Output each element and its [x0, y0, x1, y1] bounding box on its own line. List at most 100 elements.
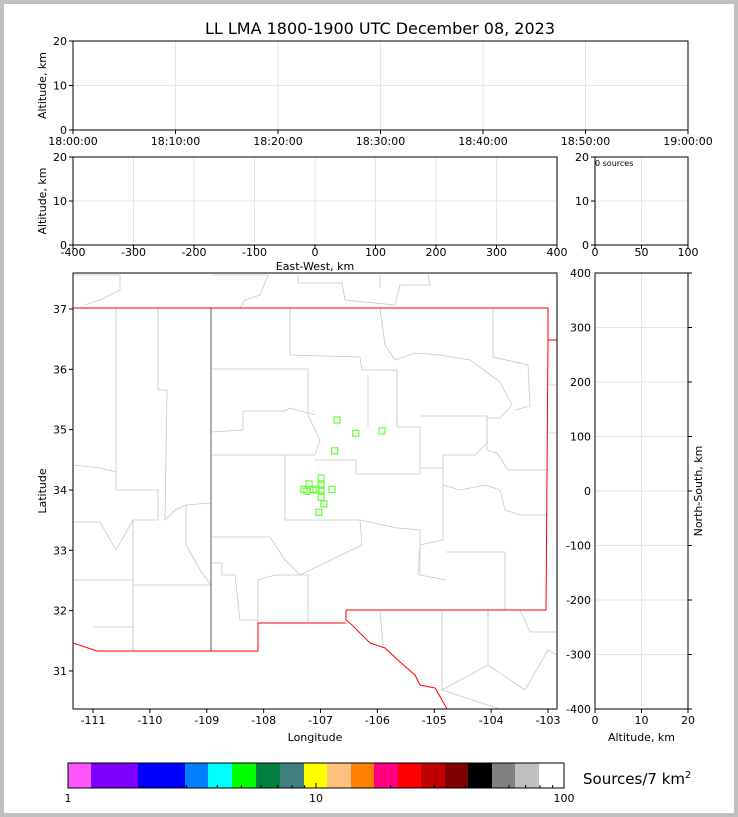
- y-tick-label: 400: [570, 267, 591, 280]
- panel-altitude-histogram: 0 50 100 0 10 20 0 sources: [575, 151, 699, 259]
- y-axis-label: Altitude, km: [36, 167, 49, 234]
- x-tick-label: -110: [137, 714, 162, 727]
- lightning-source-marker: [328, 485, 336, 493]
- y-tick-label: 300: [570, 322, 591, 335]
- colorbar-bin: [398, 763, 421, 788]
- plot-area: [73, 273, 557, 709]
- plot-frame: [72, 40, 689, 131]
- y-tick-label: 35: [53, 424, 67, 437]
- y-tick-label: 10: [575, 195, 589, 208]
- lightning-source-marker: [305, 480, 313, 488]
- lightning-source-marker: [317, 486, 325, 494]
- colorbar-tick-label: 1: [65, 792, 72, 805]
- y-tick-label: 36: [53, 363, 67, 376]
- y-tick-label: 10: [53, 80, 67, 93]
- y-tick-label: 33: [53, 544, 67, 557]
- x-tick-label: 18:50:00: [561, 135, 610, 148]
- x-tick-label: 18:40:00: [458, 135, 507, 148]
- plot-frame: [594, 272, 689, 710]
- x-tick-label: -200: [182, 246, 207, 259]
- x-tick-label: 0: [592, 246, 599, 259]
- y-tick-label: -400: [566, 703, 591, 716]
- colorbar-label-superscript: 2: [685, 770, 691, 781]
- colorbar-bin: [515, 763, 539, 788]
- panels: 18:00:00 18:10:00 18:20:00 18:30:00 18:40:00…: [36, 35, 713, 744]
- x-tick-label: 100: [678, 246, 699, 259]
- colorbar-bin: [138, 763, 185, 788]
- histogram-annotation: 0 sources: [595, 159, 633, 168]
- colorbar-bin: [232, 763, 256, 788]
- lightning-source-marker: [331, 447, 339, 455]
- y-tick-label: 0: [60, 124, 67, 137]
- colorbar-bin: [91, 763, 138, 788]
- y-tick-label: -100: [566, 540, 591, 553]
- y-tick-label: 100: [570, 431, 591, 444]
- colorbar-bin: [185, 763, 208, 788]
- plot-frame: [72, 156, 558, 246]
- lightning-source-marker: [317, 481, 325, 489]
- lightning-source-marker: [352, 429, 360, 437]
- x-tick-label: 200: [426, 246, 447, 259]
- x-tick-label: -106: [365, 714, 390, 727]
- x-tick-label: 10: [635, 714, 649, 727]
- x-tick-label: 19:00:00: [663, 135, 712, 148]
- lightning-source-marker: [317, 493, 325, 501]
- colorbar-bin: [280, 763, 304, 788]
- x-axis-label: East-West, km: [276, 260, 354, 273]
- plot-frame: [72, 272, 558, 710]
- plot-frame: [594, 156, 689, 246]
- colorbar-bin: [351, 763, 374, 788]
- x-tick-label: -109: [194, 714, 219, 727]
- x-axis-label: Altitude, km: [608, 731, 675, 744]
- x-tick-label: 0: [592, 714, 599, 727]
- x-tick-label: 300: [486, 246, 507, 259]
- y-tick-label: 200: [570, 376, 591, 389]
- colorbar-bin: [208, 763, 232, 788]
- x-tick-label: 18:30:00: [356, 135, 405, 148]
- y-tick-label: 0: [60, 239, 67, 252]
- colorbar-bin: [374, 763, 398, 788]
- y-tick-label: 0: [582, 239, 589, 252]
- colorbar-bin: [539, 763, 564, 788]
- y-tick-label: 31: [53, 665, 67, 678]
- colorbar-label: Sources/7 km2: [583, 770, 691, 788]
- x-tick-label: -107: [308, 714, 333, 727]
- lightning-source-marker: [315, 508, 323, 516]
- x-tick-label: 100: [365, 246, 386, 259]
- x-tick-label: 18:00:00: [48, 135, 97, 148]
- lightning-source-marker: [312, 486, 320, 494]
- panel-plan-view-map: -111 -110 -109 -108 -107 -106 -105 -104 -103 31 32…: [36, 272, 561, 744]
- x-tick-label: -104: [479, 714, 504, 727]
- panel-north-south-vs-altitude: 0 10 20 400 300 200 100 0 -100 -200 -300 -400 North-…: [566, 267, 705, 744]
- colorbar-bin: [492, 763, 515, 788]
- y-axis-label: North-South, km: [692, 446, 705, 537]
- x-tick-label: 20: [681, 714, 695, 727]
- lightning-source-marker: [320, 500, 328, 508]
- x-axis-label: Longitude: [288, 731, 343, 744]
- lightning-source-marker: [317, 474, 325, 482]
- lightning-source-marker: [333, 416, 341, 424]
- colorbar-tick-label: 100: [554, 792, 575, 805]
- y-tick-label: -200: [566, 594, 591, 607]
- x-tick-label: -108: [251, 714, 276, 727]
- y-tick-label: 10: [53, 195, 67, 208]
- colorbar-bin: [327, 763, 351, 788]
- x-tick-label: -400: [61, 246, 86, 259]
- y-tick-label: 20: [53, 35, 67, 48]
- x-tick-label: 50: [635, 246, 649, 259]
- x-tick-label: -103: [536, 714, 561, 727]
- figure-title: LL LMA 1800-1900 UTC December 08, 2023: [205, 19, 555, 38]
- x-tick-label: 0: [312, 246, 319, 259]
- x-tick-label: -111: [81, 714, 106, 727]
- x-tick-label: -100: [242, 246, 267, 259]
- panel-altitude-vs-time: 18:00:00 18:10:00 18:20:00 18:30:00 18:40:00…: [36, 35, 713, 148]
- colorbar-bin: [256, 763, 280, 788]
- colorbar-label-text: Sources/7 km: [583, 770, 685, 788]
- colorbar-bin: [445, 763, 468, 788]
- x-tick-label: 400: [547, 246, 568, 259]
- colorbar: 1 10 100: [65, 762, 575, 805]
- y-tick-label: 20: [575, 151, 589, 164]
- y-tick-label: 20: [53, 151, 67, 164]
